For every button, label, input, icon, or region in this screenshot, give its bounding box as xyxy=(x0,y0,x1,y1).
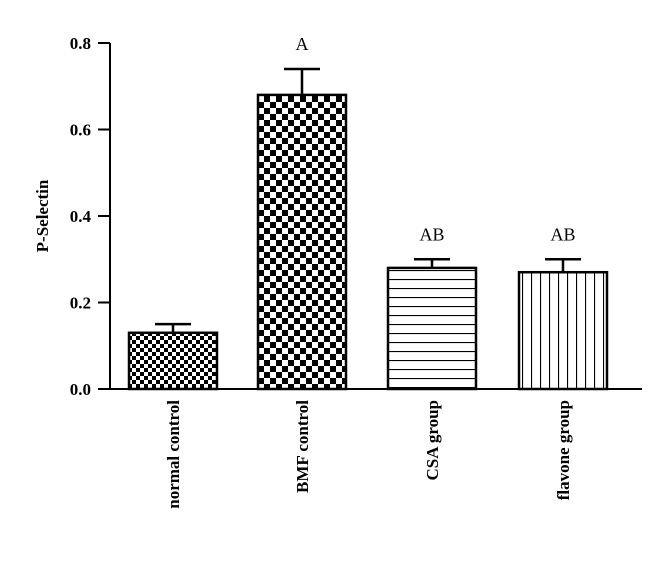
bars: A AB AB xyxy=(127,34,609,391)
y-tick-label: 0.8 xyxy=(70,34,91,53)
error-bar xyxy=(155,322,191,333)
category-label: BMF control xyxy=(293,400,312,493)
y-tick-label: 0.4 xyxy=(70,207,92,226)
bar-CSA-group xyxy=(386,266,478,391)
y-ticks: 0.0 0.2 0.4 0.6 0.8 xyxy=(70,34,110,399)
bar-flavone-group xyxy=(517,270,609,391)
y-tick-label: 0.2 xyxy=(70,294,91,313)
y-tick-label: 0.6 xyxy=(70,121,91,140)
y-axis-title: P-Selectin xyxy=(33,179,52,252)
error-bar xyxy=(545,258,581,273)
significance-label: A xyxy=(296,34,309,54)
significance-label: AB xyxy=(550,224,575,244)
bar-BMF-control xyxy=(256,93,348,391)
y-tick-label: 0.0 xyxy=(70,380,91,399)
category-labels: normal control BMF control CSA group flavon… xyxy=(164,400,573,509)
category-label: CSA group xyxy=(423,400,442,480)
bar-normal-control xyxy=(127,331,219,391)
category-label: flavone group xyxy=(554,400,573,500)
significance-label: AB xyxy=(419,224,444,244)
error-bar xyxy=(284,67,320,95)
category-label: normal control xyxy=(164,400,183,509)
error-bar xyxy=(414,258,450,268)
